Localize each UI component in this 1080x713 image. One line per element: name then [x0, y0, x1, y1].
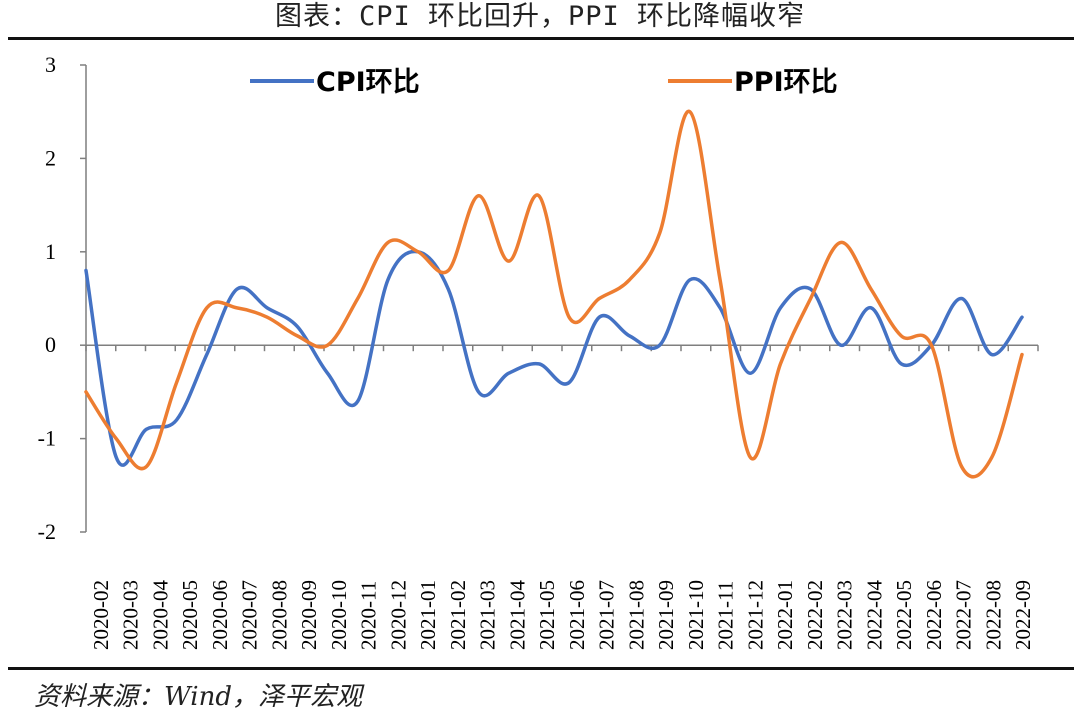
series-line-ppi	[84, 109, 1024, 479]
x-tick-label: 2021-08	[624, 580, 648, 650]
x-tick-label: 2021-03	[476, 580, 500, 650]
x-tick-label: 2021-11	[714, 581, 738, 650]
x-tick-label: 2020-04	[148, 580, 172, 650]
x-tick-label: 2021-12	[743, 580, 767, 650]
footer-divider	[8, 667, 1074, 670]
legend: CPI环比 PPI环比	[250, 67, 838, 98]
series-layer	[84, 109, 1024, 479]
x-tick-label: 2022-01	[773, 580, 797, 650]
title-divider	[8, 37, 1074, 40]
x-tick-label: 2022-02	[803, 580, 827, 650]
x-tick-label: 2020-05	[178, 580, 202, 650]
x-tick-label: 2020-06	[208, 580, 232, 650]
x-tick-label: 2022-03	[833, 580, 857, 650]
y-tick-label: 0	[45, 332, 56, 357]
x-tick-label: 2022-07	[952, 580, 976, 650]
x-tick-label: 2021-09	[654, 580, 678, 650]
x-tick-label: 2020-11	[357, 581, 381, 650]
series-line-cpi	[84, 249, 1024, 467]
y-tick-label: -1	[38, 426, 56, 451]
x-tick-label: 2022-05	[892, 580, 916, 650]
x-tick-label: 2020-12	[386, 580, 410, 650]
legend-label: CPI环比	[316, 67, 420, 98]
legend-label: PPI环比	[734, 67, 838, 98]
x-tick-label: 2020-08	[267, 580, 291, 650]
x-tick-label: 2020-07	[238, 580, 262, 650]
x-tick-label: 2020-03	[119, 580, 143, 650]
x-tick-label: 2022-04	[862, 580, 886, 650]
x-tick-label: 2020-02	[89, 580, 113, 650]
x-tick-label: 2020-09	[297, 580, 321, 650]
x-tick-label: 2020-10	[327, 580, 351, 650]
x-axis: 2020-02 2020-03 2020-04 2020-05 2020-06 2020-…	[85, 344, 1039, 650]
x-tick-label: 2021-01	[416, 580, 440, 650]
source-note: 资料来源：Wind，泽平宏观	[34, 682, 362, 712]
x-tick-label: 2021-02	[446, 580, 470, 650]
x-tick-label: 2021-07	[595, 580, 619, 650]
y-tick-label: -2	[38, 519, 56, 544]
x-tick-label: 2021-10	[684, 580, 708, 650]
y-tick-label: 2	[45, 145, 56, 170]
x-tick-label: 2022-06	[922, 580, 946, 650]
x-tick-label: 2022-08	[981, 580, 1005, 650]
chart-title: 图表：CPI 环比回升，PPI 环比降幅收窄	[274, 1, 806, 32]
x-tick-label: 2022-09	[1011, 580, 1035, 650]
y-tick-label: 3	[45, 52, 56, 77]
y-axis: 3 2 1 0 -1 -2	[38, 52, 87, 544]
y-tick-label: 1	[45, 239, 56, 264]
x-tick-label: 2021-04	[505, 580, 529, 650]
x-tick-label: 2021-05	[535, 580, 559, 650]
x-tick-label: 2021-06	[565, 580, 589, 650]
